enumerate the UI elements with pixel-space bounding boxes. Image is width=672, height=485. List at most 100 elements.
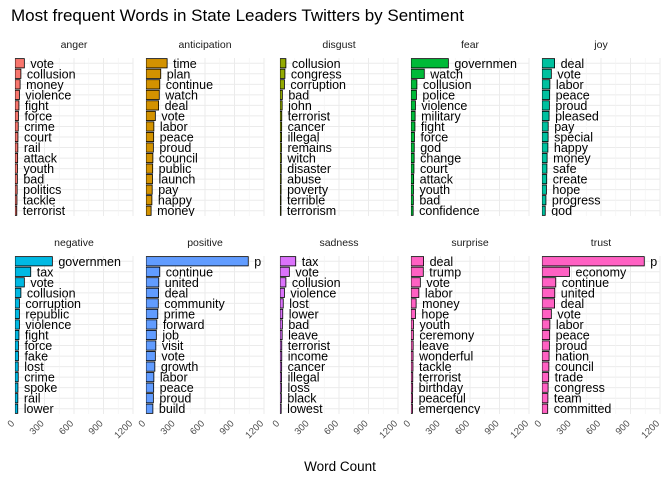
word-label: illegal — [288, 371, 320, 385]
bar-pay — [542, 121, 549, 132]
bar-united — [146, 277, 160, 288]
word-label: safe — [553, 162, 577, 176]
word-label: congress — [554, 381, 605, 395]
x-tick-label: 300 — [424, 418, 443, 437]
word-label: police — [422, 88, 455, 102]
bar-violence — [280, 287, 285, 298]
word-label: labor — [160, 120, 188, 134]
bar-money — [146, 205, 152, 216]
word-label: vote — [30, 57, 54, 71]
word-label: money — [157, 204, 195, 218]
word-label: vote — [426, 276, 450, 290]
bar-bad — [280, 89, 283, 100]
bar-community — [146, 298, 159, 309]
bar-watch — [146, 89, 160, 100]
bar-governmen — [15, 256, 53, 267]
bar-money — [15, 79, 21, 90]
bar-terrorist — [280, 340, 283, 351]
word-label: public — [159, 162, 192, 176]
x-tick-label: 1200 — [508, 418, 531, 441]
word-label: pleased — [555, 109, 599, 123]
word-label: money — [26, 78, 64, 92]
facet-panel-sadness: sadnesstaxvotecollusionviolencelostlower… — [271, 237, 401, 441]
word-label: peace — [160, 381, 194, 395]
bar-lowest — [280, 403, 282, 414]
word-label: time — [173, 57, 197, 71]
word-label: hope — [552, 183, 580, 197]
word-label: attack — [420, 173, 454, 187]
x-tick-label: 600 — [57, 418, 76, 437]
bar-collusion — [15, 68, 22, 79]
word-label: tackle — [23, 194, 56, 208]
bar-progress — [542, 195, 547, 206]
word-label: terrorist — [419, 371, 462, 385]
bar-money — [411, 298, 417, 309]
bar-violence — [15, 89, 20, 100]
word-label: continue — [166, 78, 213, 92]
bar-lost — [280, 298, 284, 309]
bar-illegal — [280, 131, 282, 143]
bar-tackle — [411, 361, 414, 372]
word-label: wonderful — [418, 350, 473, 364]
bar-republic — [15, 308, 20, 319]
word-label: united — [165, 276, 199, 290]
bar-terrorism — [280, 205, 282, 216]
bar-force — [15, 110, 19, 121]
bar-bad — [411, 195, 414, 206]
word-label: governmen — [58, 255, 121, 269]
word-label: god — [420, 141, 441, 155]
facet-gridlines — [279, 58, 399, 216]
word-label: leave — [419, 339, 449, 353]
bar-hope — [411, 308, 416, 319]
bar-continue — [542, 277, 557, 288]
bar-deal — [146, 287, 159, 298]
word-label: deal — [561, 297, 585, 311]
bar-deal — [411, 256, 424, 267]
facet-panels: angervotecollusionmoneyviolencefightforc… — [6, 39, 663, 441]
x-tick-label: 900 — [614, 418, 633, 437]
word-label: confidence — [419, 204, 480, 218]
bar-emergency — [411, 403, 413, 414]
word-label: community — [164, 297, 225, 311]
word-label: council — [555, 360, 594, 374]
x-tick-label: 0 — [402, 418, 414, 430]
bar-prime — [146, 308, 159, 319]
bar-peace — [146, 131, 155, 143]
word-label: bad — [419, 194, 440, 208]
facet-gridlines — [541, 58, 661, 216]
bar-attack — [411, 174, 415, 185]
bar-labor — [146, 372, 155, 383]
bar-poverty — [280, 184, 282, 195]
facet-strip-label: joy — [593, 39, 608, 51]
x-tick-label: 300 — [159, 418, 178, 437]
word-label: lowest — [287, 402, 323, 416]
word-label: cancer — [288, 120, 326, 134]
word-label: proud — [555, 99, 587, 113]
bar-leave — [411, 340, 414, 351]
facet-strip-label: negative — [54, 237, 94, 249]
facet-strip-label: trust — [591, 237, 612, 249]
word-label: pay — [554, 120, 575, 134]
bar-terrible — [280, 195, 282, 206]
bar-black — [280, 393, 282, 404]
bar-vote — [411, 277, 421, 288]
word-label: deal — [561, 57, 585, 71]
word-label: watch — [164, 88, 198, 102]
facet-strip-label: anger — [61, 39, 88, 51]
word-label: violence — [25, 318, 71, 332]
facet-panel-anger: anger votecollusionmoneyviolencefightforc… — [14, 39, 134, 218]
x-tick-label: 1200 — [377, 418, 400, 441]
bar-fake — [15, 351, 19, 362]
word-label: youth — [419, 183, 450, 197]
word-label: corruption — [25, 297, 81, 311]
bar-visit — [146, 340, 157, 351]
bar-safe — [542, 163, 548, 174]
facet-panel-trust: trust p economycontinueuniteddealvotelabor… — [533, 237, 663, 441]
bar-abuse — [280, 174, 282, 185]
word-label: abuse — [287, 173, 321, 187]
facet-gridlines — [410, 58, 530, 216]
word-label: terrorist — [23, 204, 66, 218]
word-label: lost — [289, 297, 309, 311]
bar-team — [542, 393, 549, 404]
